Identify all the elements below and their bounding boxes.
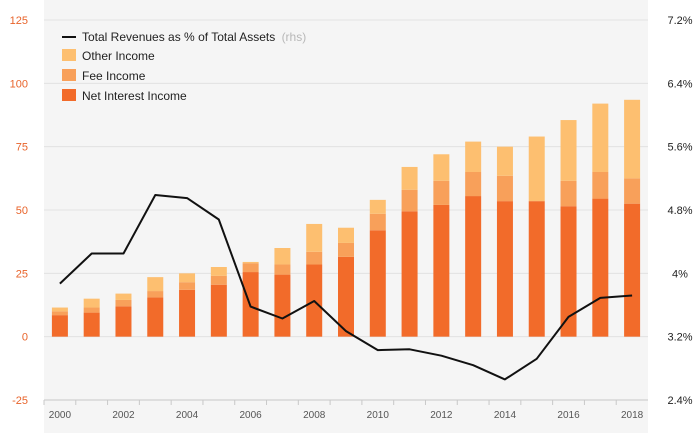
bar-fee-income-2002	[115, 299, 132, 307]
left-tick-label: -25	[12, 395, 28, 407]
bar-net-interest-income-2017	[592, 198, 609, 337]
bar-net-interest-income-2016	[560, 206, 577, 337]
bar-fee-income-2010	[369, 213, 386, 231]
gridlines	[44, 19, 648, 401]
bar-other-income-2018	[624, 99, 641, 179]
right-tick-label: 2.4%	[667, 395, 692, 407]
x-tick-label: 2002	[112, 410, 135, 421]
bar-other-income-2004	[179, 273, 196, 283]
bar-fee-income-2003	[147, 291, 164, 298]
bar-fee-income-2001	[83, 307, 100, 313]
x-tick-label: 2018	[621, 410, 644, 421]
bar-fee-income-2014	[496, 175, 513, 202]
bar-other-income-2007	[274, 248, 291, 265]
bar-fee-income-2013	[465, 172, 482, 197]
bar-net-interest-income-2010	[369, 230, 386, 337]
bar-net-interest-income-2009	[338, 256, 354, 337]
bar-fee-income-2008	[306, 251, 323, 265]
plot-background	[44, 0, 648, 433]
bar-other-income-2008	[306, 223, 323, 252]
bar-other-income-2000	[51, 307, 68, 312]
bar-net-interest-income-2002	[115, 306, 132, 337]
bar-other-income-2012	[433, 154, 450, 181]
bar-net-interest-income-2007	[274, 274, 291, 337]
legend-label-net-interest-income: Net Interest Income	[82, 89, 187, 103]
bar-net-interest-income-2013	[465, 196, 482, 337]
bar-fee-income-2009	[338, 242, 354, 257]
legend-label-line: Total Revenues as % of Total Assets (rhs…	[82, 30, 306, 44]
right-tick-label: 6.4%	[667, 78, 692, 90]
legend-label-other-income: Other Income	[82, 49, 155, 63]
x-tick-label: 2010	[367, 410, 390, 421]
bar-net-interest-income-2012	[433, 204, 450, 337]
bar-fee-income-2004	[179, 282, 196, 290]
right-tick-label: 4%	[672, 268, 688, 280]
legend-label-fee-income: Fee Income	[82, 69, 146, 83]
bar-net-interest-income-2003	[147, 297, 164, 337]
bar-fee-income-2005	[210, 275, 227, 285]
bar-other-income-2003	[147, 277, 164, 292]
x-tick-label: 2016	[557, 410, 580, 421]
x-tick-label: 2014	[494, 410, 517, 421]
legend-swatch-other-income	[62, 49, 76, 61]
legend-line-name: Total Revenues as % of Total Assets	[82, 30, 275, 44]
right-axis-ticks: 2.4% 3.2% 4% 4.8% 5.6% 6.4% 7.2%	[667, 15, 692, 407]
x-tick-label: 2008	[303, 410, 326, 421]
left-tick-label: 0	[22, 332, 28, 344]
bar-other-income-2013	[465, 141, 482, 172]
bar-net-interest-income-2014	[496, 201, 513, 337]
legend-line-note: (rhs)	[282, 30, 307, 44]
legend: Total Revenues as % of Total Assets (rhs…	[62, 30, 306, 103]
bar-net-interest-income-2005	[210, 284, 227, 337]
bar-other-income-2005	[210, 267, 227, 276]
bar-fee-income-2011	[401, 189, 418, 212]
bar-fee-income-2007	[274, 264, 291, 275]
bar-other-income-2016	[560, 120, 577, 181]
line-total-revenues-pct-assets	[59, 194, 633, 381]
bar-net-interest-income-2011	[401, 211, 418, 337]
bar-net-interest-income-2001	[83, 312, 100, 337]
left-tick-label: 100	[10, 78, 28, 90]
bar-other-income-2001	[83, 298, 100, 308]
bar-fee-income-2012	[433, 180, 450, 205]
bar-fee-income-2017	[592, 172, 609, 199]
right-tick-label: 4.8%	[667, 205, 692, 217]
right-tick-label: 5.6%	[667, 142, 692, 154]
x-tick-label: 2004	[176, 410, 199, 421]
bar-net-interest-income-2018	[624, 203, 641, 337]
legend-swatch-net-interest-income	[62, 89, 76, 101]
bar-net-interest-income-2000	[51, 315, 68, 337]
bar-fee-income-2000	[51, 311, 68, 316]
bar-other-income-2014	[496, 146, 513, 176]
bar-other-income-2009	[338, 227, 354, 243]
left-tick-label: 125	[10, 15, 28, 27]
right-tick-label: 7.2%	[667, 15, 692, 27]
right-tick-label: 3.2%	[667, 332, 692, 344]
bar-fee-income-2018	[624, 178, 641, 204]
bars-group	[51, 99, 641, 337]
bar-other-income-2010	[369, 199, 386, 214]
x-tick-label: 2006	[240, 410, 263, 421]
line-group	[59, 194, 633, 381]
left-tick-label: 25	[16, 268, 28, 280]
bar-other-income-2011	[401, 166, 418, 190]
left-tick-label: 75	[16, 142, 28, 154]
x-tick-label: 2000	[49, 410, 72, 421]
bar-net-interest-income-2004	[179, 289, 196, 337]
left-axis-ticks: -25 0 25 50 75 100 125	[10, 15, 28, 407]
bar-other-income-2006	[242, 261, 259, 264]
legend-swatch-fee-income	[62, 69, 76, 81]
bar-net-interest-income-2015	[528, 201, 545, 337]
bar-fee-income-2006	[242, 263, 259, 273]
x-tick-label: 2012	[430, 410, 453, 421]
left-tick-label: 50	[16, 205, 28, 217]
x-axis-ticks: 2000 2002 2004 2006 2008 2010 2012 2014 2016 2018	[43, 400, 644, 421]
bar-fee-income-2016	[560, 180, 577, 207]
bar-other-income-2017	[592, 103, 609, 172]
bar-other-income-2015	[528, 136, 545, 202]
bar-other-income-2002	[115, 293, 132, 300]
